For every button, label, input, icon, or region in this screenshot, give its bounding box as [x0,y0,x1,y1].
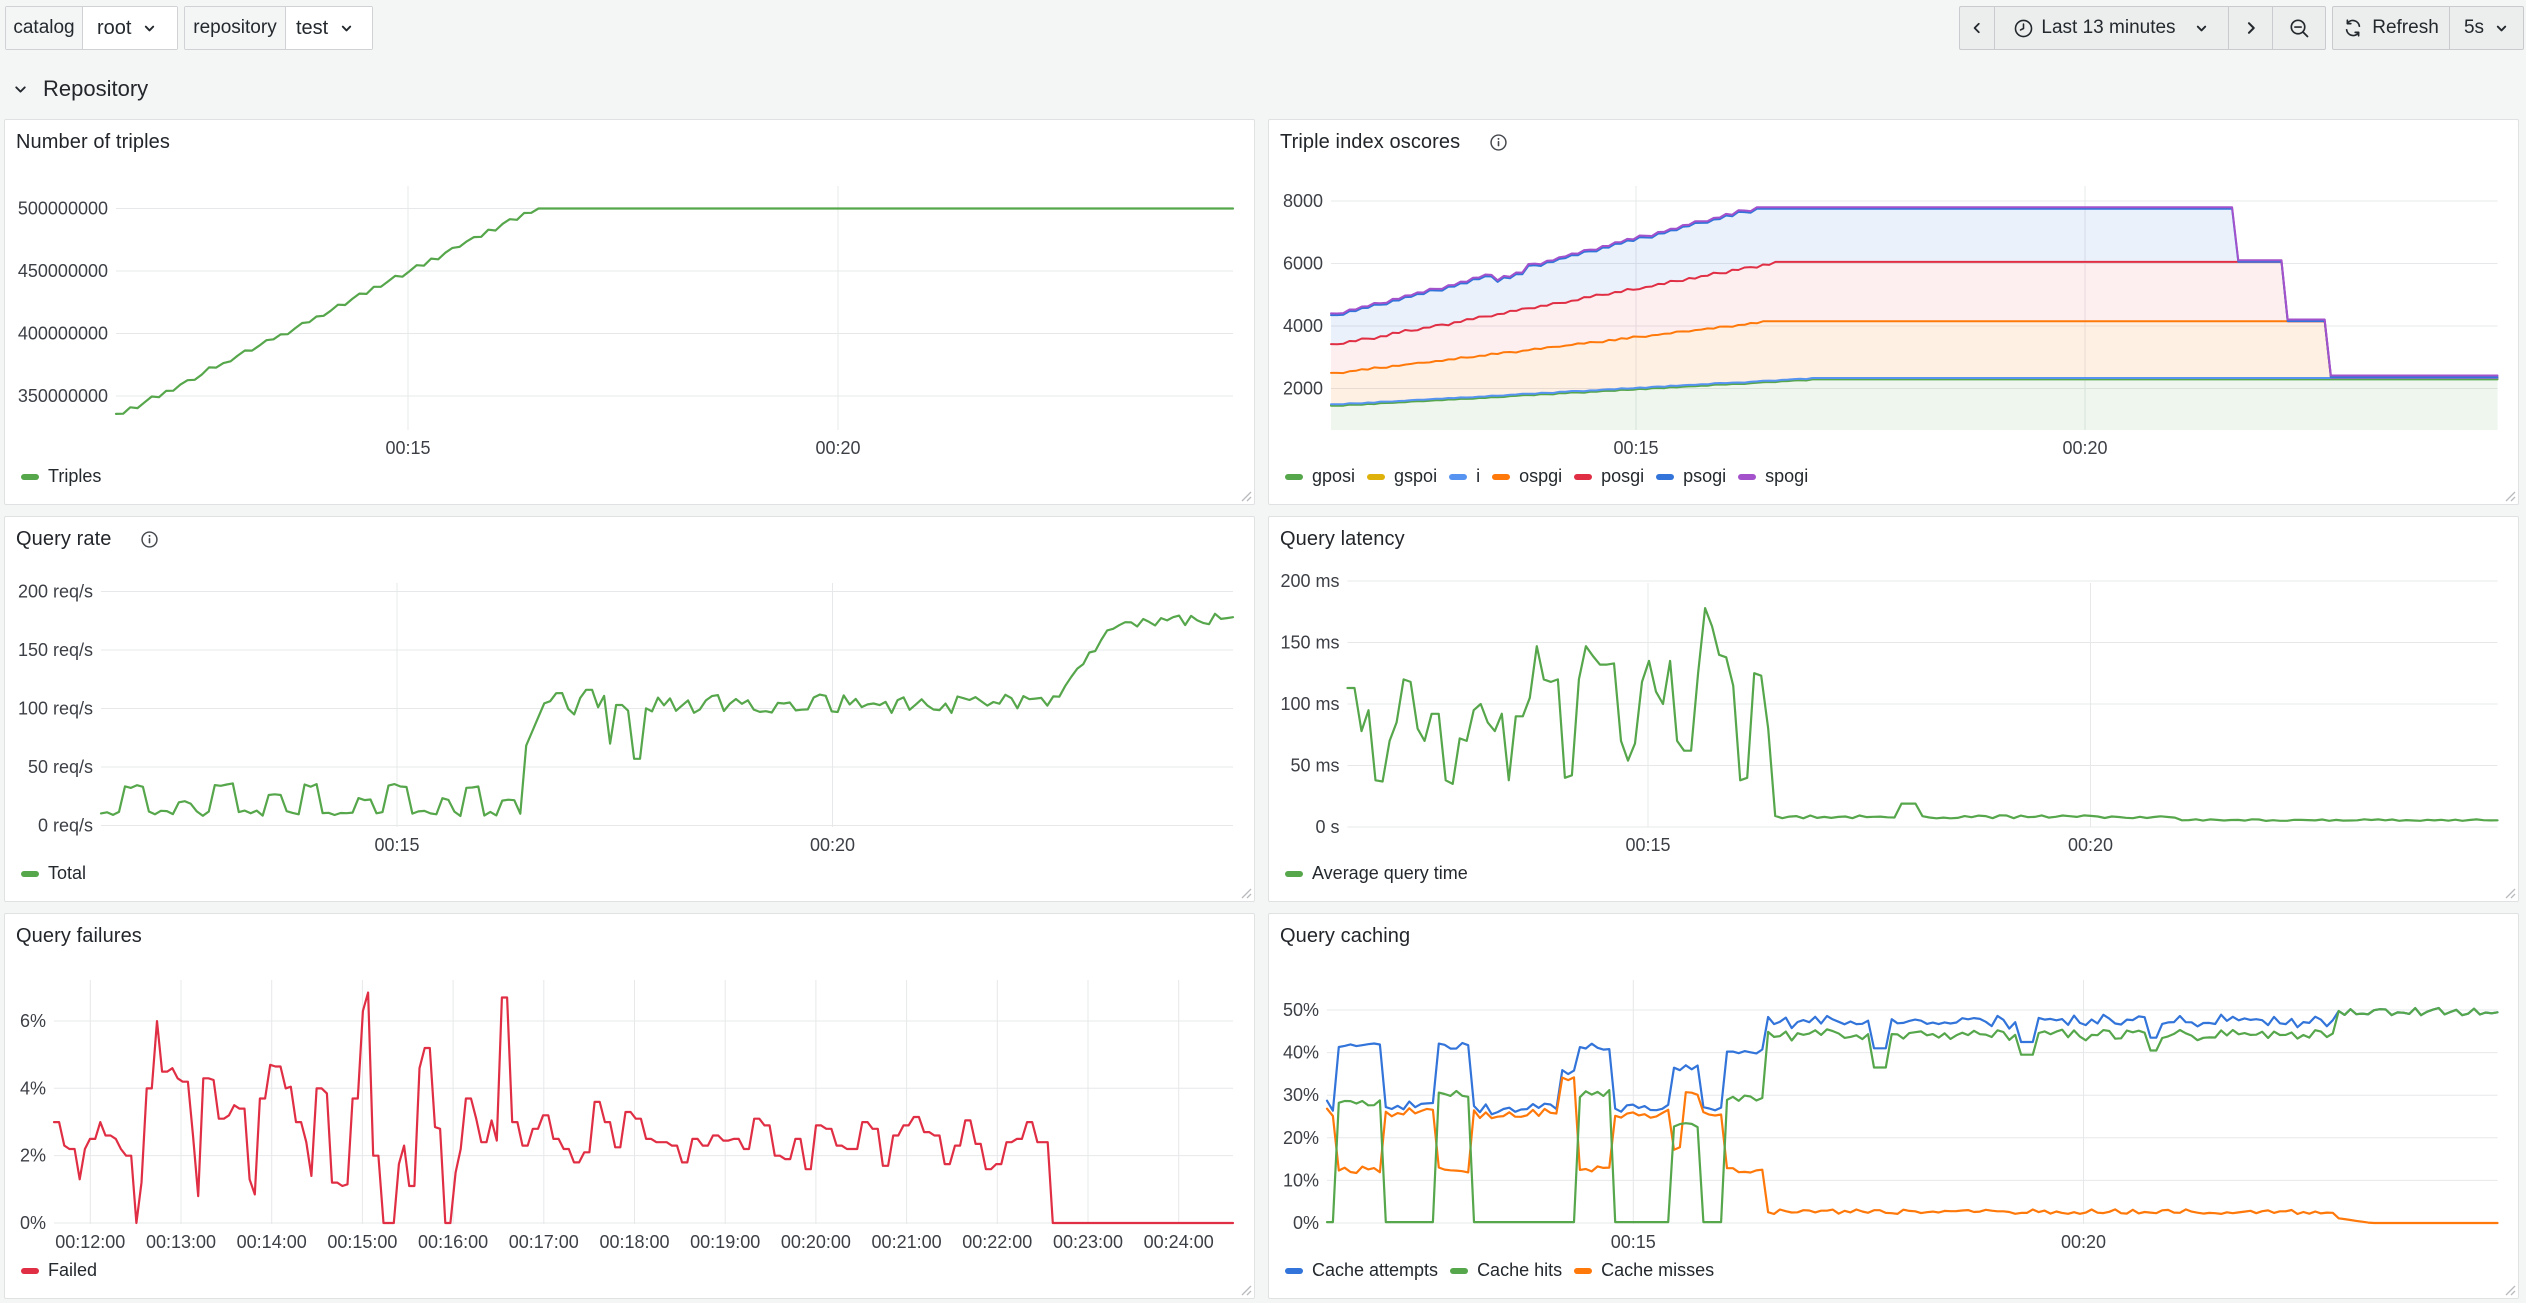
svg-text:0 req/s: 0 req/s [38,816,93,836]
svg-text:00:20: 00:20 [2062,438,2107,458]
svg-text:8000: 8000 [1283,191,1323,211]
svg-text:00:16:00: 00:16:00 [418,1232,488,1252]
svg-text:00:15: 00:15 [1611,1232,1656,1252]
svg-text:10%: 10% [1283,1170,1319,1190]
svg-text:00:20: 00:20 [810,835,855,855]
svg-text:00:12:00: 00:12:00 [55,1232,125,1252]
svg-text:100 req/s: 100 req/s [18,699,93,719]
svg-text:00:19:00: 00:19:00 [690,1232,760,1252]
svg-text:50 ms: 50 ms [1290,756,1339,776]
svg-text:00:15: 00:15 [1613,438,1658,458]
svg-text:200 ms: 200 ms [1280,571,1339,591]
svg-text:2%: 2% [20,1146,46,1166]
svg-text:200 req/s: 200 req/s [18,582,93,602]
svg-text:50 req/s: 50 req/s [28,757,93,777]
svg-text:6000: 6000 [1283,254,1323,274]
svg-text:00:15: 00:15 [374,835,419,855]
svg-text:4000: 4000 [1283,316,1323,336]
svg-text:150 ms: 150 ms [1280,633,1339,653]
svg-text:00:15: 00:15 [385,438,430,458]
svg-text:100 ms: 100 ms [1280,694,1339,714]
svg-text:00:15:00: 00:15:00 [327,1232,397,1252]
svg-text:00:20: 00:20 [2068,835,2113,855]
svg-text:00:20:00: 00:20:00 [781,1232,851,1252]
svg-text:00:23:00: 00:23:00 [1053,1232,1123,1252]
svg-text:00:20: 00:20 [815,438,860,458]
svg-text:6%: 6% [20,1011,46,1031]
svg-text:500000000: 500000000 [18,199,108,219]
svg-text:20%: 20% [1283,1128,1319,1148]
svg-text:00:17:00: 00:17:00 [509,1232,579,1252]
svg-text:50%: 50% [1283,1000,1319,1020]
svg-text:450000000: 450000000 [18,261,108,281]
svg-text:350000000: 350000000 [18,386,108,406]
svg-text:0 s: 0 s [1315,817,1339,837]
svg-text:0%: 0% [1293,1213,1319,1233]
svg-text:00:20: 00:20 [2061,1232,2106,1252]
svg-text:00:18:00: 00:18:00 [599,1232,669,1252]
svg-text:00:14:00: 00:14:00 [237,1232,307,1252]
svg-text:40%: 40% [1283,1043,1319,1063]
svg-text:0%: 0% [20,1213,46,1233]
svg-text:00:15: 00:15 [1625,835,1670,855]
svg-text:150 req/s: 150 req/s [18,640,93,660]
svg-text:30%: 30% [1283,1085,1319,1105]
svg-text:00:13:00: 00:13:00 [146,1232,216,1252]
svg-text:400000000: 400000000 [18,324,108,344]
svg-text:2000: 2000 [1283,379,1323,399]
svg-text:00:21:00: 00:21:00 [872,1232,942,1252]
svg-text:00:24:00: 00:24:00 [1144,1232,1214,1252]
svg-text:4%: 4% [20,1078,46,1098]
svg-text:00:22:00: 00:22:00 [962,1232,1032,1252]
